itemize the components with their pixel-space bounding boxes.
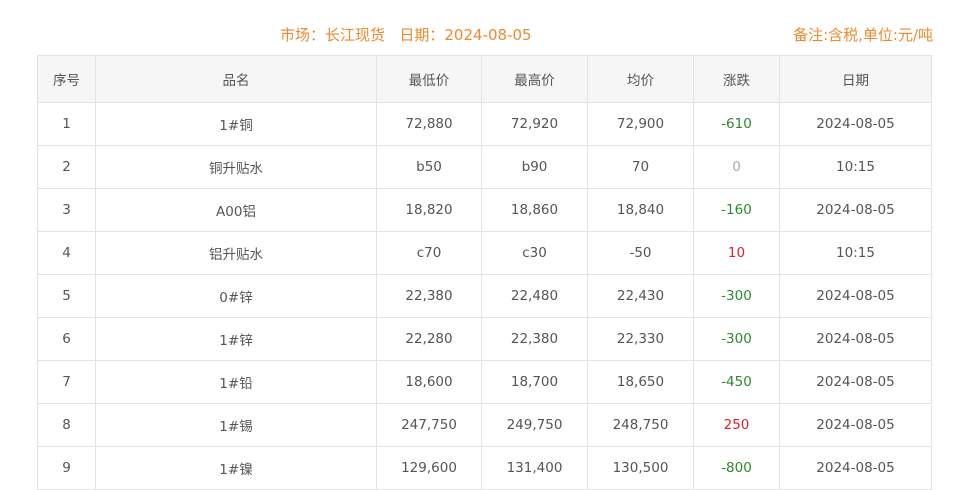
cell-avg: 22,430 [587,274,694,318]
cell-low: 18,820 [376,188,482,232]
cell-name: 1#镍 [95,446,377,490]
col-low: 最低价 [376,55,482,103]
market-label: 市场： [280,26,326,44]
cell-date: 2024-08-05 [779,274,932,318]
table-row: 8 1#锡 247,750 249,750 248,750 250 2024-08-05 [37,403,932,447]
market-date-title: 市场：长江现货 日期：2024-08-05 [280,24,532,45]
cell-no: 2 [37,145,96,189]
cell-no: 9 [37,446,96,490]
cell-high: c30 [481,231,588,275]
cell-change: -300 [693,317,780,361]
cell-name: 1#铜 [95,102,377,146]
cell-low: 18,600 [376,360,482,404]
cell-change: -450 [693,360,780,404]
price-table: 序号 品名 最低价 最高价 均价 涨跌 日期 1 1#铜 72,880 72,920 7… [37,55,932,490]
cell-change: 0 [693,145,780,189]
col-change: 涨跌 [693,55,780,103]
cell-name: 铜升贴水 [95,145,377,189]
table-row: 3 A00铝 18,820 18,860 18,840 -160 2024-08-05 [37,188,932,232]
cell-date: 10:15 [779,145,932,189]
cell-date: 2024-08-05 [779,446,932,490]
cell-avg: 248,750 [587,403,694,447]
table-row: 2 铜升贴水 b50 b90 70 0 10:15 [37,145,932,189]
col-avg: 均价 [587,55,694,103]
cell-avg: -50 [587,231,694,275]
table-row: 9 1#镍 129,600 131,400 130,500 -800 2024-08-05 [37,446,932,490]
date-value: 2024-08-05 [444,26,532,44]
cell-high: 18,860 [481,188,588,232]
cell-low: 247,750 [376,403,482,447]
cell-name: 1#锌 [95,317,377,361]
cell-name: 0#锌 [95,274,377,318]
cell-name: 1#锡 [95,403,377,447]
cell-low: 22,380 [376,274,482,318]
col-high: 最高价 [481,55,588,103]
cell-no: 4 [37,231,96,275]
cell-high: b90 [481,145,588,189]
cell-date: 10:15 [779,231,932,275]
cell-low: b50 [376,145,482,189]
cell-high: 131,400 [481,446,588,490]
cell-change: -800 [693,446,780,490]
cell-no: 3 [37,188,96,232]
unit-note: 备注:含税,单位:元/吨 [793,26,933,44]
cell-change: -610 [693,102,780,146]
cell-low: 22,280 [376,317,482,361]
col-no: 序号 [37,55,96,103]
cell-date: 2024-08-05 [779,360,932,404]
cell-change: 250 [693,403,780,447]
date-label: 日期： [399,26,445,44]
cell-low: 129,600 [376,446,482,490]
table-row: 4 铝升贴水 c70 c30 -50 10 10:15 [37,231,932,275]
table-row: 1 1#铜 72,880 72,920 72,900 -610 2024-08-05 [37,102,932,146]
cell-name: 1#铅 [95,360,377,404]
cell-high: 249,750 [481,403,588,447]
cell-avg: 72,900 [587,102,694,146]
cell-date: 2024-08-05 [779,317,932,361]
cell-date: 2024-08-05 [779,102,932,146]
cell-avg: 22,330 [587,317,694,361]
cell-no: 7 [37,360,96,404]
cell-no: 8 [37,403,96,447]
cell-high: 22,380 [481,317,588,361]
cell-change: -300 [693,274,780,318]
cell-high: 22,480 [481,274,588,318]
market-value: 长江现货 [325,26,386,44]
cell-avg: 18,650 [587,360,694,404]
col-name: 品名 [95,55,377,103]
cell-low: c70 [376,231,482,275]
cell-no: 5 [37,274,96,318]
col-date: 日期 [779,55,932,103]
cell-no: 1 [37,102,96,146]
cell-name: 铝升贴水 [95,231,377,275]
table-row: 7 1#铅 18,600 18,700 18,650 -450 2024-08-05 [37,360,932,404]
table-header-row: 序号 品名 最低价 最高价 均价 涨跌 日期 [37,55,932,103]
cell-low: 72,880 [376,102,482,146]
cell-high: 18,700 [481,360,588,404]
cell-high: 72,920 [481,102,588,146]
cell-change: -160 [693,188,780,232]
cell-change: 10 [693,231,780,275]
cell-date: 2024-08-05 [779,188,932,232]
cell-avg: 130,500 [587,446,694,490]
cell-avg: 18,840 [587,188,694,232]
cell-avg: 70 [587,145,694,189]
cell-name: A00铝 [95,188,377,232]
cell-no: 6 [37,317,96,361]
table-row: 5 0#锌 22,380 22,480 22,430 -300 2024-08-05 [37,274,932,318]
cell-date: 2024-08-05 [779,403,932,447]
table-row: 6 1#锌 22,280 22,380 22,330 -300 2024-08-05 [37,317,932,361]
